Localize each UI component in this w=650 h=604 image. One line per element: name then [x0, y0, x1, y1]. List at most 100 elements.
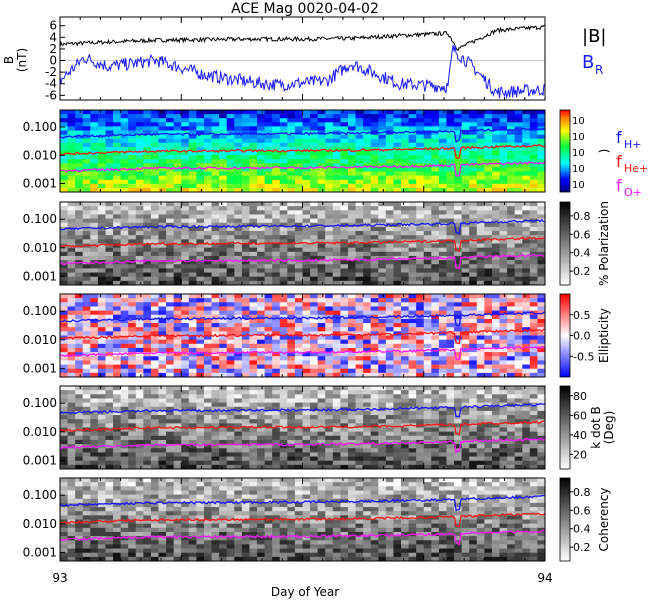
- spectrogram-cell: [113, 344, 121, 349]
- spectrogram-cell: [348, 432, 356, 437]
- spectrogram-cell: [537, 260, 545, 265]
- spectrogram-cell: [257, 415, 265, 420]
- spectrogram-cell: [60, 110, 68, 115]
- spectrogram-cell: [272, 159, 280, 164]
- spectrogram-cell: [272, 219, 280, 224]
- spectrogram-cell: [257, 360, 265, 365]
- spectrogram-cell: [325, 248, 333, 253]
- spectrogram-cell: [196, 118, 204, 123]
- spectrogram-cell: [159, 356, 167, 361]
- spectrogram-cell: [98, 202, 106, 207]
- spectrogram-cell: [219, 457, 227, 462]
- spectrogram-cell: [113, 235, 121, 240]
- spectrogram-cell: [515, 356, 523, 361]
- spectrogram-cell: [105, 202, 113, 207]
- spectrogram-cell: [121, 298, 129, 303]
- spectrogram-cell: [325, 386, 333, 391]
- spectrogram-cell: [265, 457, 273, 462]
- spectrogram-cell: [121, 163, 129, 168]
- spectrogram-cell: [204, 114, 212, 119]
- spectrogram-cell: [159, 273, 167, 278]
- spectrogram-cell: [113, 448, 121, 453]
- spectrogram-cell: [219, 365, 227, 370]
- spectrogram-cell: [537, 227, 545, 232]
- spectrogram-cell: [204, 311, 212, 316]
- spectrogram-cell: [356, 327, 364, 332]
- spectrogram-cell: [325, 365, 333, 370]
- spectrogram-cell: [318, 244, 326, 249]
- spectrogram-cell: [333, 118, 341, 123]
- spectrogram-cell: [280, 419, 288, 424]
- spectrogram-cell: [143, 110, 151, 115]
- spectrogram-cell: [121, 461, 129, 466]
- spectrogram-cell: [181, 155, 189, 160]
- spectrogram-cell: [189, 306, 197, 311]
- spectrogram-cell: [75, 214, 83, 219]
- spectrogram-cell: [265, 159, 273, 164]
- spectrogram-cell: [371, 110, 379, 115]
- spectrogram-cell: [280, 356, 288, 361]
- spectrogram-cell: [507, 306, 515, 311]
- spectrogram-cell: [431, 118, 439, 123]
- spectrogram-cell: [325, 461, 333, 466]
- spectrogram-cell: [249, 114, 257, 119]
- spectrogram-cell: [378, 118, 386, 123]
- spectrogram-cell: [159, 264, 167, 269]
- spectrogram-cell: [310, 264, 318, 269]
- spectrogram-cell: [60, 432, 68, 437]
- spectrogram-cell: [492, 155, 500, 160]
- spectrogram-cell: [492, 184, 500, 189]
- spectrogram-cell: [151, 176, 159, 181]
- spectrogram-cell: [196, 432, 204, 437]
- spectrogram-cell: [325, 214, 333, 219]
- spectrogram-cell: [189, 457, 197, 462]
- spectrogram-cell: [507, 268, 515, 273]
- spectrogram-cell: [310, 202, 318, 207]
- spectrogram-cell: [272, 143, 280, 148]
- spectrogram-cell: [325, 302, 333, 307]
- spectrogram-cell: [416, 172, 424, 177]
- spectrogram-cell: [189, 159, 197, 164]
- spectrogram-cell: [212, 436, 220, 441]
- spectrogram-cell: [325, 452, 333, 457]
- spectrogram-cell: [522, 273, 530, 278]
- spectrogram-cell: [242, 143, 250, 148]
- spectrogram-cell: [98, 390, 106, 395]
- spectrogram-cell: [196, 235, 204, 240]
- spectrogram-cell: [83, 214, 91, 219]
- spectrogram-cell: [416, 126, 424, 130]
- spectrogram-cell: [272, 436, 280, 441]
- spectrogram-cell: [287, 340, 295, 345]
- spectrogram-cell: [189, 163, 197, 168]
- spectrogram-cell: [136, 398, 144, 403]
- spectrogram-cell: [393, 227, 401, 232]
- spectrogram-cell: [310, 365, 318, 370]
- spectrogram-cell: [371, 159, 379, 164]
- spectrogram-cell: [333, 432, 341, 437]
- spectrogram-cell: [242, 298, 250, 303]
- polarization-colorbar-label: % Polarization: [597, 201, 611, 286]
- spectrogram-cell: [204, 118, 212, 123]
- spectrogram-cell: [90, 163, 98, 168]
- spectrogram-cell: [356, 244, 364, 249]
- spectrogram-cell: [333, 369, 341, 374]
- spectrogram-cell: [507, 172, 515, 177]
- spectrogram-cell: [166, 206, 174, 211]
- spectrogram-cell: [121, 219, 129, 224]
- spectrogram-cell: [227, 327, 235, 332]
- spectrogram-cell: [386, 360, 394, 365]
- spectrogram-cell: [454, 110, 462, 115]
- spectrogram-cell: [219, 436, 227, 441]
- spectrogram-cell: [325, 235, 333, 240]
- spectrogram-cell: [303, 268, 311, 273]
- spectrogram-cell: [507, 202, 515, 207]
- spectrogram-cell: [431, 344, 439, 349]
- spectrogram-cell: [416, 268, 424, 273]
- spectrogram-cell: [340, 448, 348, 453]
- spectrogram-cell: [371, 419, 379, 424]
- spectrogram-cell: [159, 248, 167, 253]
- spectrogram-cell: [454, 214, 462, 219]
- spectrogram-cell: [68, 122, 76, 127]
- spectrogram-cell: [90, 172, 98, 177]
- spectrogram-cell: [333, 323, 341, 328]
